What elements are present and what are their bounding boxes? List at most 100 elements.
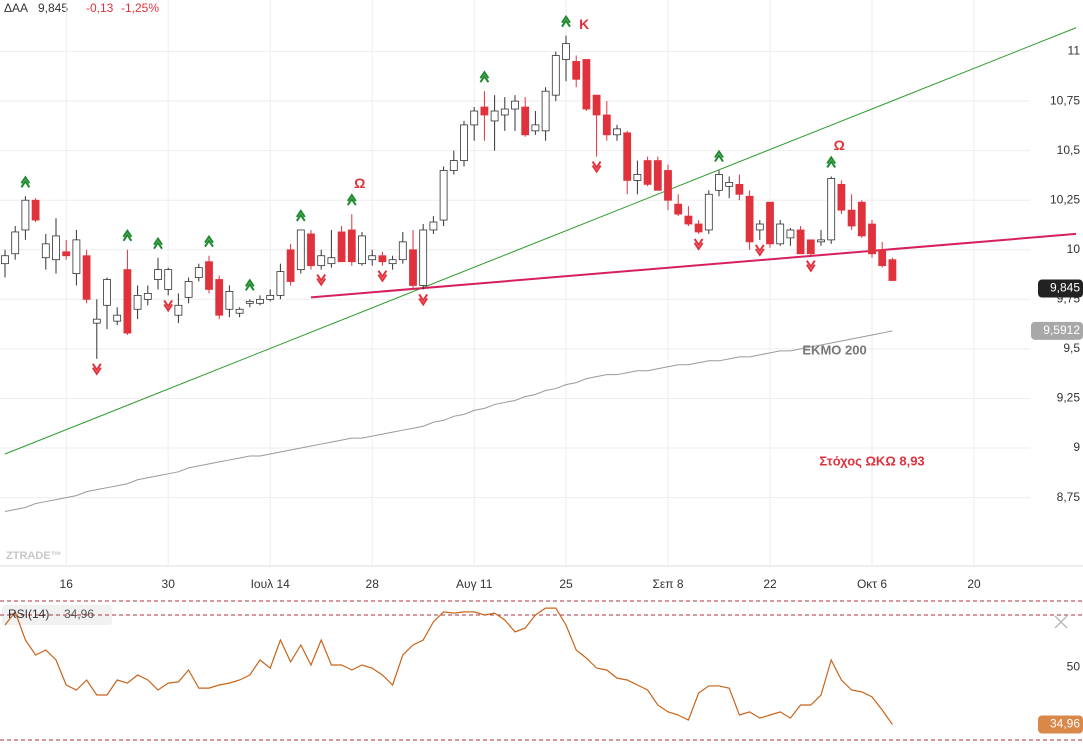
trendline [4,27,1077,455]
candle-body [307,233,315,267]
candle-body [868,223,876,255]
candle-body [664,170,672,201]
candle-body [613,128,621,136]
x-tick-label: 28 [366,577,380,591]
candle-body [602,114,611,136]
buy-signal [714,149,724,163]
indicator-value: 34,96 [64,607,94,621]
candle-body [776,223,785,245]
close-icon[interactable] [1054,615,1068,629]
value-tag-label: 34,96 [1050,717,1080,731]
x-tick-label: 20 [967,577,981,591]
buy-signal [295,209,306,222]
candle-body [531,124,540,132]
candle-body [286,249,295,282]
candle-body [205,261,213,290]
sell-signal [377,270,388,283]
candle-body [266,294,275,300]
candle-body [225,291,234,310]
candle-body [154,269,162,280]
candle-body [337,231,346,263]
y-tick-label: 10,25 [1050,192,1080,206]
candle-body [633,174,642,181]
y-tick-label: 9,25 [1057,391,1081,405]
watermark: ZTRADE™ [6,550,62,562]
candle-body [31,199,40,221]
buy-signal [20,175,31,188]
candle-body [82,255,91,300]
candle-body [827,178,836,241]
candle-body [41,243,50,259]
price-tag-label: 9,845 [1050,281,1080,295]
candle-body [704,193,713,231]
candle-body [745,195,754,243]
y-tick-label: 11 [1068,44,1081,58]
buy-signal [244,278,255,291]
candle-body [806,239,815,255]
candle-body [694,223,703,233]
x-tick-label: 16 [60,577,74,591]
y-tick-label: 8,75 [1057,490,1081,504]
buy-signal [153,236,163,250]
y-tick-label: 10 [1067,242,1081,256]
buy-signal [204,234,214,248]
buy-signal [826,155,837,168]
candle-body [541,90,550,132]
candle-body [521,106,530,136]
y-tick-label: 9,5 [1063,341,1080,355]
candle-body [439,170,448,221]
rsi-line [4,607,893,725]
candle-body [398,241,407,261]
candle-body [143,293,152,300]
sell-signal [591,161,602,174]
buy-signal [346,193,357,206]
candle-body [347,229,356,263]
candle-body [52,235,60,261]
candle-body [429,221,438,231]
candle-body [817,239,825,243]
candle-body [460,124,468,161]
last-price: 9,845 [38,1,68,15]
candle-body [857,201,866,237]
price-tag-label: 9,5912 [1043,323,1080,337]
change-pct: -1,25% [121,1,159,15]
candle-body [245,300,254,304]
sell-signal [91,363,102,376]
candle-body [623,132,632,181]
candle-body [837,183,846,211]
candle-body [511,100,519,110]
candle-body [296,229,305,271]
x-tick-label: 25 [559,577,573,591]
candle-body [368,255,377,261]
y-tick-label: 9 [1073,440,1080,454]
candle-body [786,229,795,239]
candle-body [378,255,387,263]
candle-body [358,235,366,265]
candle-body [174,304,183,316]
buy-signal [122,228,133,242]
change: -0,13 [86,1,114,15]
candle-body [11,231,20,255]
y-tick-label: 10,75 [1050,93,1080,107]
candle-body [766,201,774,245]
value-tag [1038,715,1083,734]
candle-body [551,55,560,96]
symbol: ΔΑΑ [4,1,28,15]
candle-body [235,308,244,314]
candle-body [1,255,9,265]
sell-signal [693,238,704,251]
candle-body [113,314,122,322]
candle-body [674,203,683,215]
candle-body [276,271,285,296]
candle-body [643,160,652,185]
candle-body [735,183,744,195]
candle-body [184,281,193,298]
y-tick-label: 50 [1067,660,1081,674]
candle-body [21,199,30,231]
candle-body [419,229,428,286]
candle-body [317,255,326,267]
candle-body [123,269,132,334]
candle-body [72,239,81,274]
candle-body [500,108,509,116]
